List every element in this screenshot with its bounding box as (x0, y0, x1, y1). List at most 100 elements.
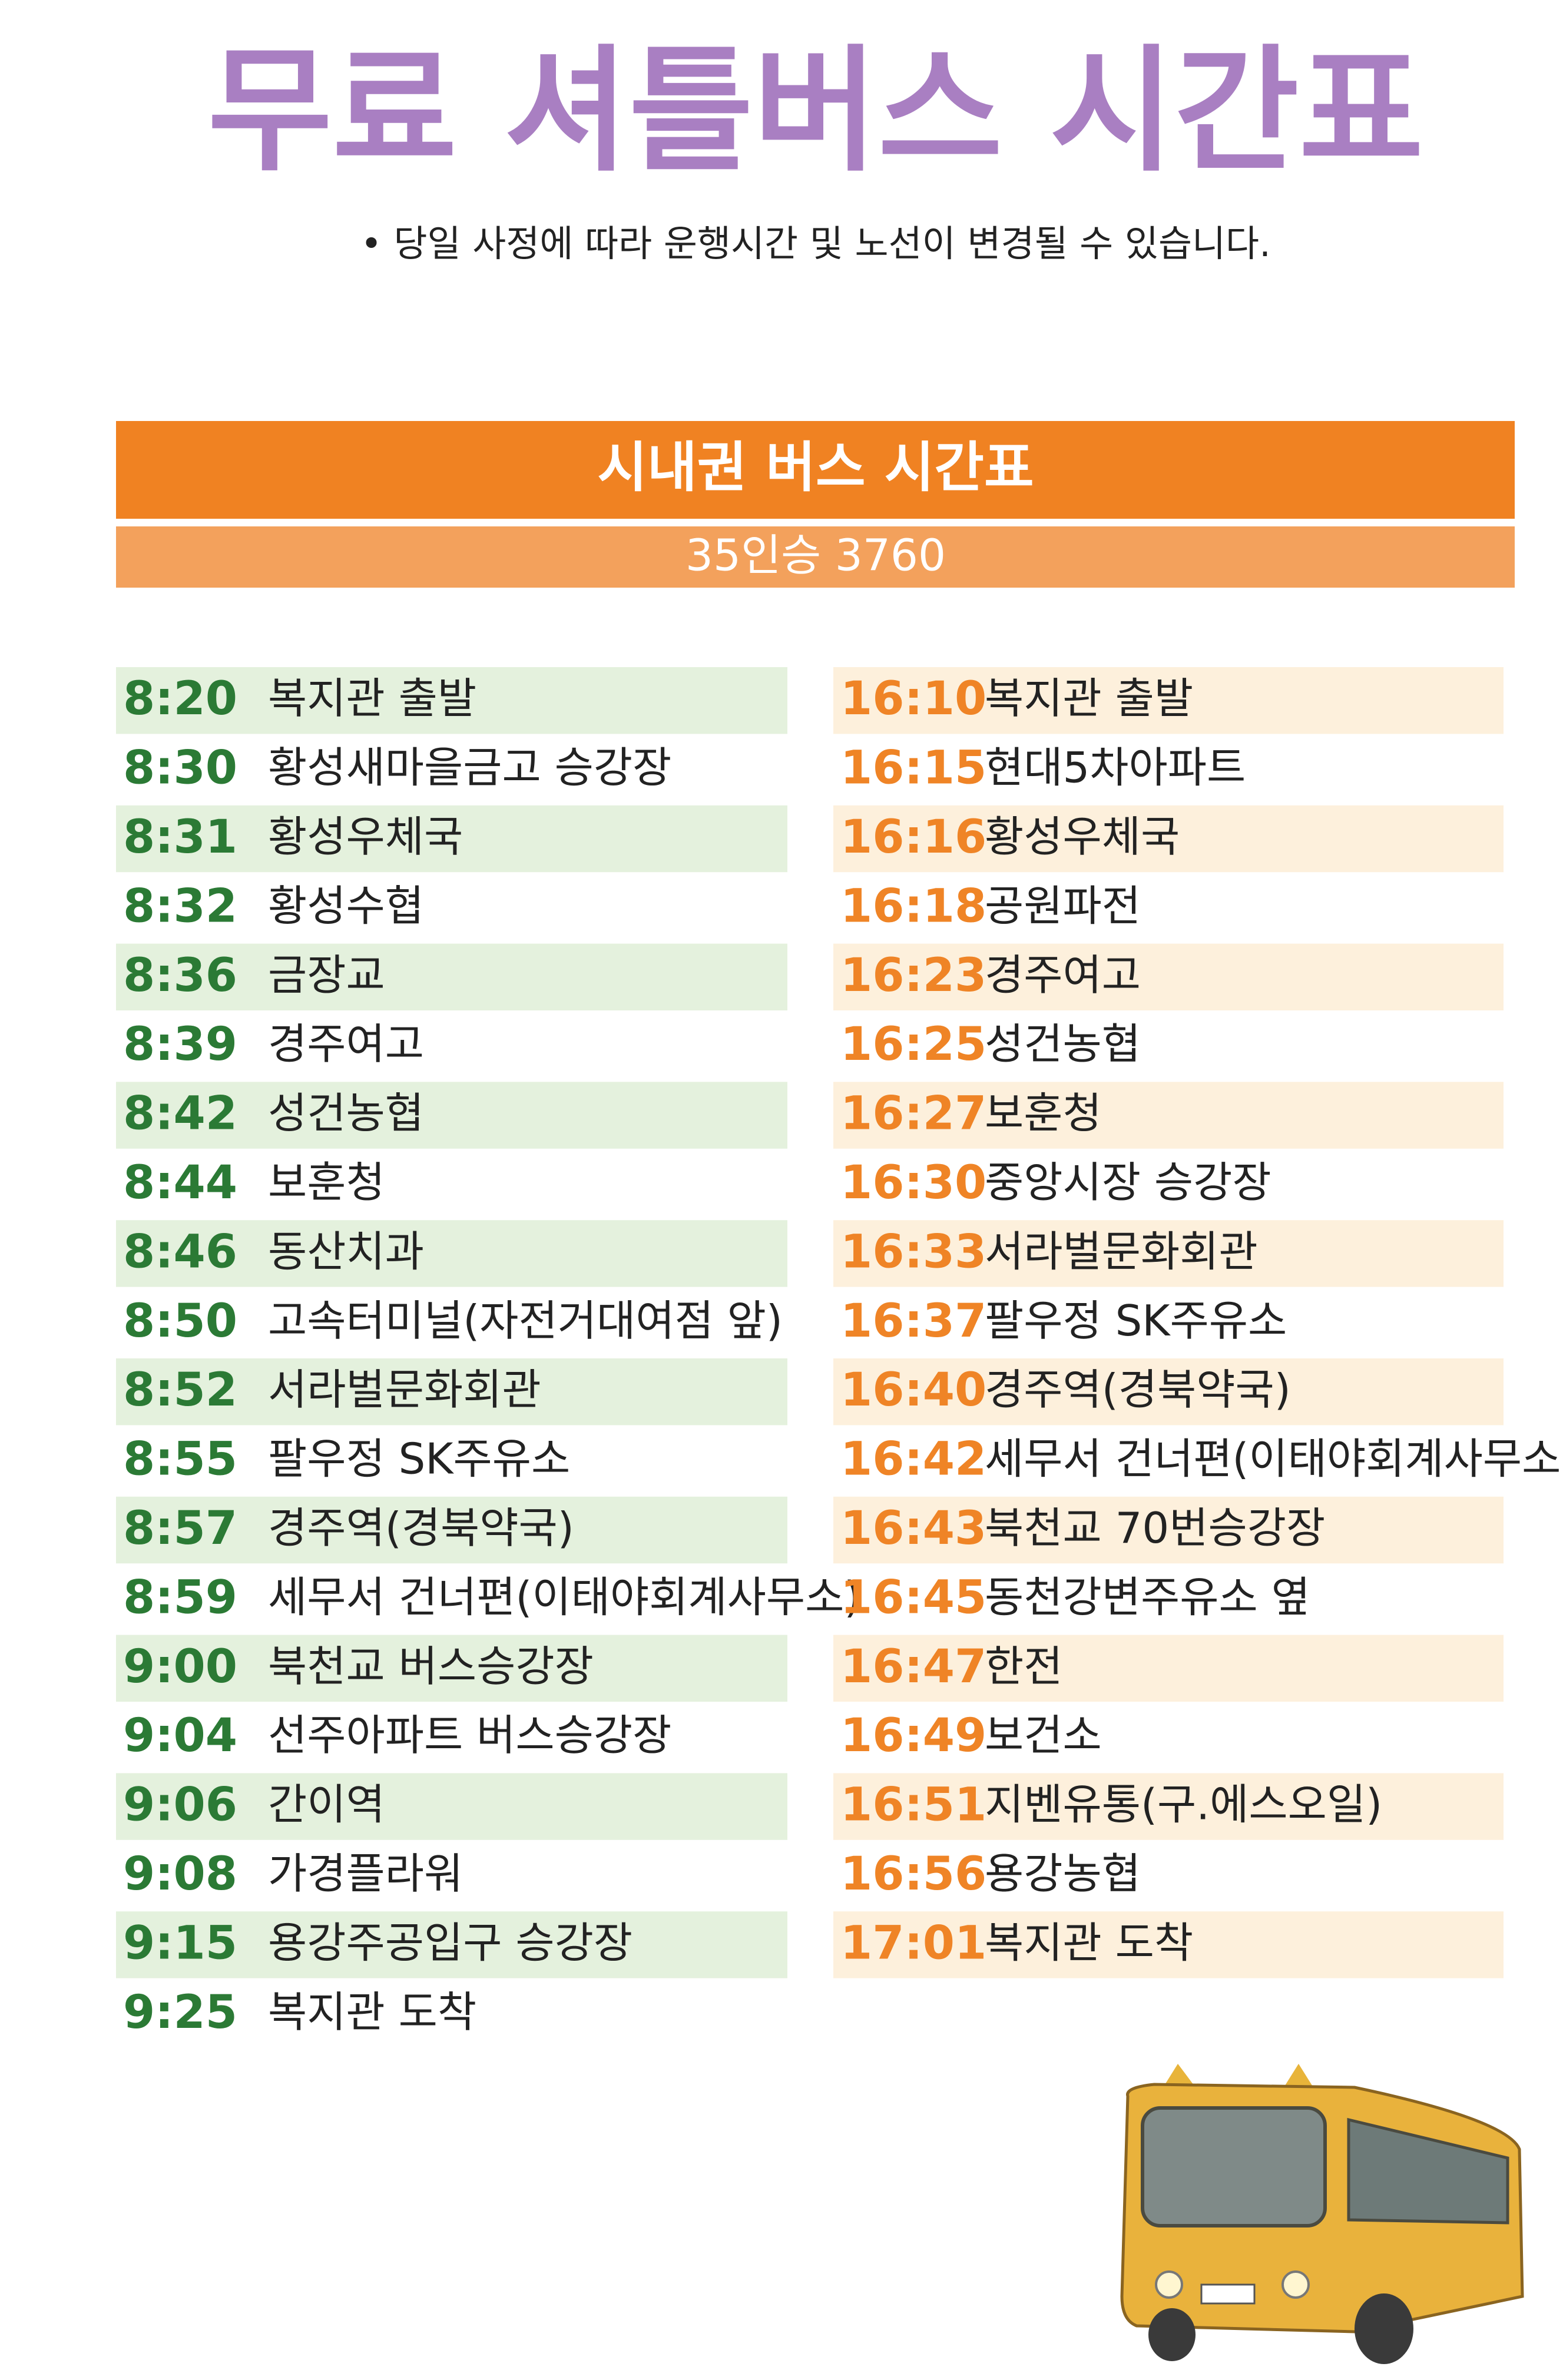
stop: 황성우체국 (985, 812, 1180, 861)
time: 16:16 (840, 811, 986, 864)
time: 16:40 (840, 1364, 986, 1417)
stop: 세무서 건너편(이태야회계사무소) (268, 1572, 860, 1622)
time: 16:45 (840, 1571, 986, 1624)
row-stripe (116, 667, 787, 734)
time: 9:08 (123, 1848, 237, 1901)
time: 8:30 (123, 742, 237, 795)
time: 9:25 (123, 1986, 237, 2039)
subtitle-bar (116, 526, 1515, 588)
time: 16:47 (840, 1640, 986, 1693)
stop: 보훈청 (985, 1089, 1102, 1138)
stop: 보건소 (985, 1711, 1102, 1760)
time: 9:04 (123, 1709, 237, 1762)
stop: 성건농협 (268, 1089, 424, 1138)
title: 무료 셔틀버스 시간표 (208, 33, 1424, 190)
stop: 선주아파트 버스승강장 (268, 1711, 671, 1760)
time: 8:57 (123, 1502, 237, 1555)
time: 8:36 (123, 949, 237, 1002)
row-stripe (116, 943, 787, 1010)
time: 16:33 (840, 1225, 986, 1278)
time: 8:50 (123, 1295, 237, 1348)
time: 16:23 (840, 949, 986, 1002)
section-subtitle: 35인승 3760 (686, 531, 946, 581)
stop: 북천교 70번승강장 (985, 1503, 1325, 1553)
time: 8:20 (123, 672, 237, 725)
stop: 동산치과 (268, 1227, 424, 1276)
stop: 성건농협 (985, 1019, 1141, 1069)
time: 16:25 (840, 1018, 986, 1071)
stop: 고속터미널(자전거대여점 앞) (268, 1296, 783, 1345)
time: 8:59 (123, 1571, 237, 1624)
stop: 경주여고 (268, 1019, 424, 1069)
time: 16:43 (840, 1502, 986, 1555)
time: 8:31 (123, 811, 237, 864)
stop: 복지관 도착 (268, 1987, 476, 2037)
row-stripe (116, 1496, 787, 1564)
time: 16:15 (840, 742, 986, 795)
time: 16:42 (840, 1433, 986, 1486)
stop: 공원파전 (985, 881, 1141, 930)
row-stripe (833, 943, 1504, 1010)
row-stripe (833, 667, 1504, 734)
row-stripe (116, 805, 787, 873)
row-stripe (833, 1496, 1504, 1564)
stop: 북천교 버스승강장 (268, 1642, 594, 1691)
time: 8:44 (123, 1156, 237, 1209)
time: 16:56 (840, 1848, 986, 1901)
stop: 서라벌문화회관 (985, 1227, 1258, 1276)
time: 8:32 (123, 880, 237, 933)
stop: 중앙시장 승강장 (985, 1158, 1271, 1207)
stop: 세무서 건너편(이태야회계사무소) (985, 1434, 1563, 1484)
row-stripe (833, 1635, 1504, 1702)
stop: 복지관 도착 (985, 1918, 1193, 1967)
time: 9:06 (123, 1779, 237, 1832)
stop: 서라벌문화회관 (268, 1365, 541, 1414)
stop: 금장교 (268, 950, 385, 1000)
stop: 간이역 (268, 1780, 385, 1829)
note: • 당일 사정에 따라 운행시간 및 노선이 변경될 수 있습니다. (360, 222, 1271, 265)
stop: 복지관 출발 (985, 674, 1193, 723)
stop: 동천강변주유소 옆 (985, 1572, 1310, 1622)
stop: 경주역(경북약국) (268, 1503, 574, 1553)
time: 16:18 (840, 880, 986, 933)
row-stripe (833, 1358, 1504, 1426)
section-title: 시내권 버스 시간표 (597, 436, 1034, 499)
stop: 용강농협 (985, 1849, 1141, 1898)
row-stripe (116, 1082, 787, 1149)
time: 16:49 (840, 1709, 986, 1762)
time: 16:37 (840, 1295, 986, 1348)
row-stripe (116, 1358, 787, 1426)
stop: 경주역(경북약국) (985, 1365, 1291, 1414)
stop: 황성우체국 (268, 812, 463, 861)
time: 8:55 (123, 1433, 237, 1486)
row-stripe (833, 805, 1504, 873)
stop: 한전 (985, 1642, 1062, 1691)
time: 9:00 (123, 1640, 237, 1693)
row-stripe (116, 1773, 787, 1840)
stop: 팔우정 SK주유소 (268, 1434, 570, 1484)
time: 16:51 (840, 1779, 986, 1832)
time: 17:01 (840, 1917, 986, 1970)
time: 8:39 (123, 1018, 237, 1071)
row-stripe (116, 1635, 787, 1702)
stop: 가경플라워 (268, 1849, 463, 1898)
stop: 현대5차아파트 (985, 743, 1246, 793)
row-stripe (833, 1220, 1504, 1287)
row-stripe (116, 1911, 787, 1978)
row-stripe (833, 1911, 1504, 1978)
stop: 황성수협 (268, 881, 424, 930)
stop: 경주여고 (985, 950, 1141, 1000)
stop: 복지관 출발 (268, 674, 476, 723)
section-bar (116, 421, 1515, 519)
time: 16:30 (840, 1156, 986, 1209)
time: 16:27 (840, 1088, 986, 1141)
stop: 팔우정 SK주유소 (985, 1296, 1287, 1345)
row-stripe (833, 1773, 1504, 1840)
row-stripe (833, 1082, 1504, 1149)
stop: 황성새마을금고 승강장 (268, 743, 671, 793)
time: 8:42 (123, 1088, 237, 1141)
time: 9:15 (123, 1917, 237, 1970)
stop: 용강주공입구 승강장 (268, 1918, 633, 1967)
time: 16:10 (840, 672, 986, 725)
